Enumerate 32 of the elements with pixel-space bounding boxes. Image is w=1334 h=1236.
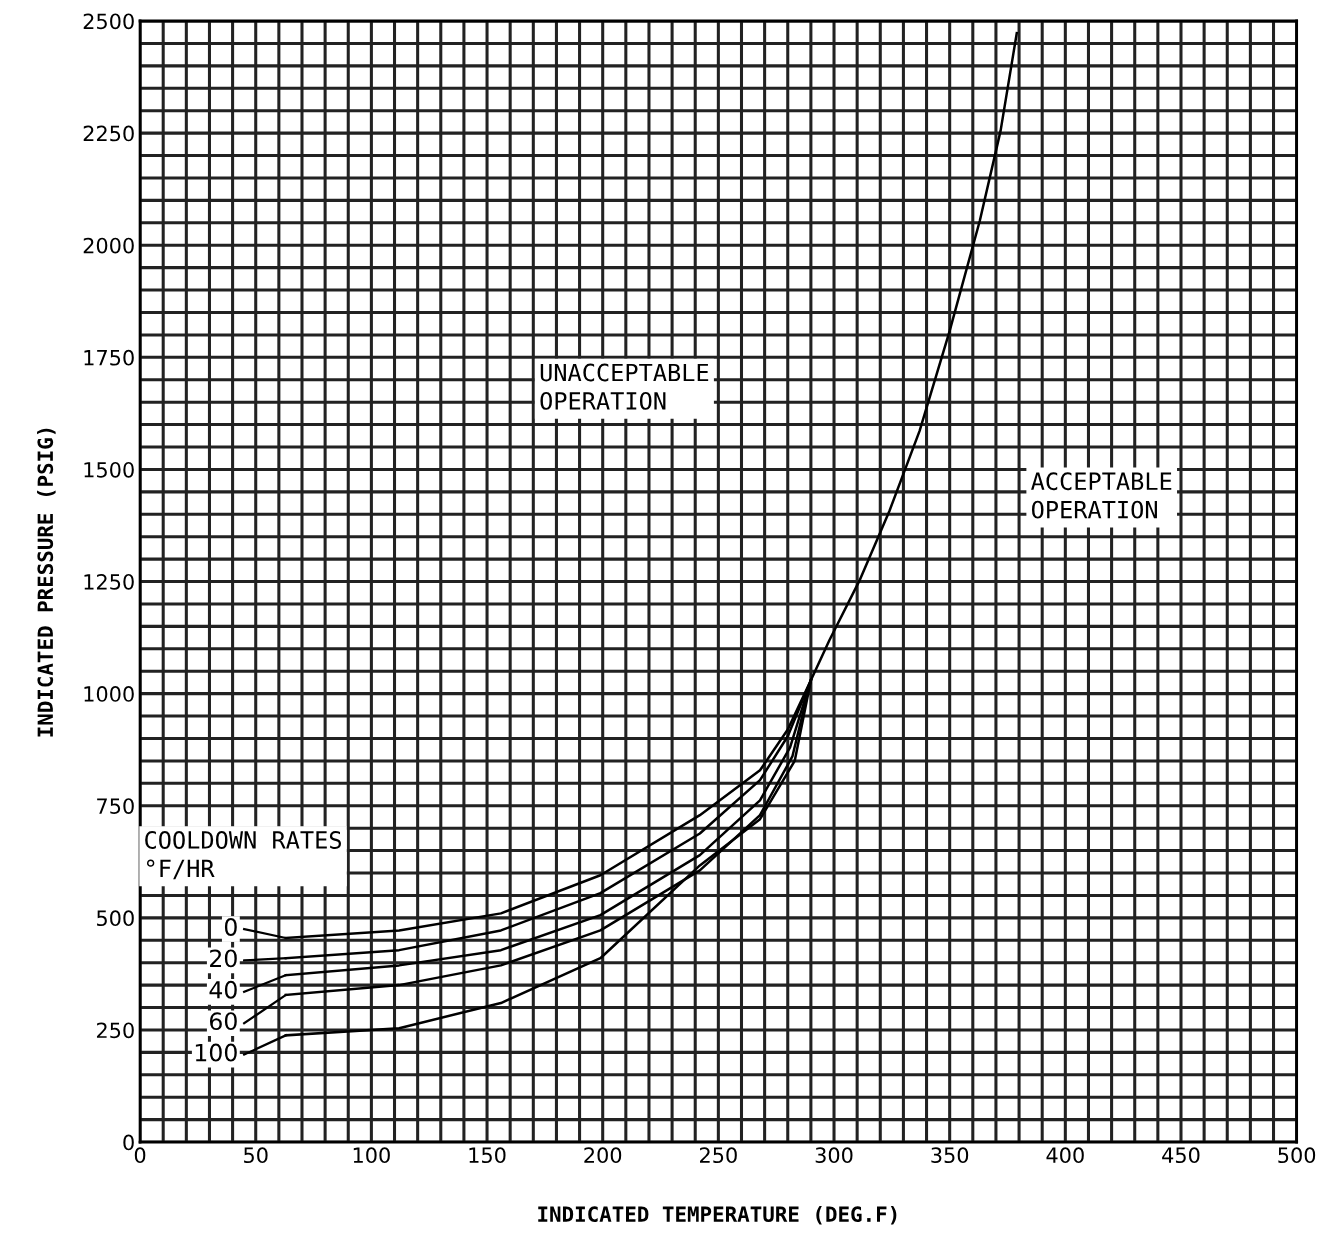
annotation: UNACCEPTABLE OPERATION [540,363,709,410]
x-tick-label: 150 [469,1147,506,1164]
y-tick-label: 1000 [84,686,134,702]
x-tick-label: 200 [584,1147,622,1164]
y-tick-label: 2250 [83,125,134,142]
y-tick-label: 250 [96,1022,134,1039]
legend-label: 0 [224,918,237,936]
x-tick-label: 250 [700,1147,737,1164]
x-tick-label: 500 [1278,1147,1316,1164]
x-tick-label: 100 [353,1147,390,1164]
annotation: ACCEPTABLE OPERATION [1031,472,1172,519]
x-axis-title: INDICATED TEMPERATURE (DEG.F) [538,1206,897,1225]
y-tick-label: 1500 [84,461,134,478]
legend-label: 60 [209,1012,237,1031]
y-tick-label: 2000 [83,237,134,254]
x-tick-label: 0 [134,1147,146,1164]
y-tick-label: 1750 [84,349,134,366]
annotation: COOLDOWN RATES °F/HR [145,831,341,880]
legend-label: 40 [209,980,237,999]
legend-label: 20 [210,949,237,968]
legend-label: 100 [195,1043,237,1062]
x-tick-label: 50 [244,1147,268,1164]
y-tick-label: 500 [97,910,134,927]
y-tick-label: 2500 [83,13,134,30]
y-tick-label: 750 [97,798,134,814]
y-tick-label: 1250 [84,573,134,590]
x-tick-label: 350 [931,1147,969,1164]
x-tick-label: 450 [1162,1147,1200,1164]
y-axis-title: INDICATED PRESSURE (PSIG) [37,428,56,737]
x-tick-label: 300 [815,1147,853,1164]
x-tick-label: 400 [1046,1147,1084,1164]
y-tick-label: 0 [123,1134,134,1151]
